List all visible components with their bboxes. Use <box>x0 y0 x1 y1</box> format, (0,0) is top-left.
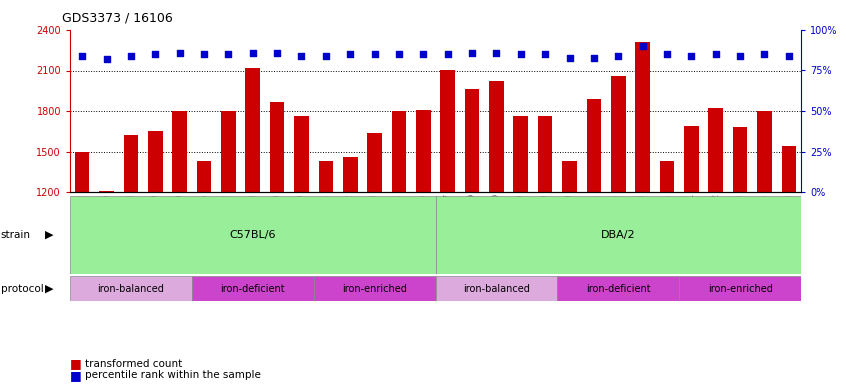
Text: ■: ■ <box>70 357 82 370</box>
Bar <box>75 152 90 192</box>
Point <box>709 51 722 57</box>
Bar <box>679 276 801 301</box>
Point <box>684 53 698 59</box>
Point <box>197 51 211 57</box>
Bar <box>416 110 431 192</box>
Point <box>173 50 186 56</box>
Point <box>612 53 625 59</box>
Point <box>538 51 552 57</box>
Bar <box>586 99 602 192</box>
Text: protocol: protocol <box>1 283 44 293</box>
Point <box>246 50 260 56</box>
Bar <box>558 276 679 301</box>
Point <box>636 43 650 49</box>
Text: C57BL/6: C57BL/6 <box>229 230 276 240</box>
Text: DBA/2: DBA/2 <box>601 230 635 240</box>
Bar <box>367 132 382 192</box>
Bar <box>733 127 747 192</box>
Text: iron-enriched: iron-enriched <box>707 283 772 293</box>
Text: strain: strain <box>1 230 30 240</box>
Point <box>271 50 284 56</box>
Point <box>563 55 576 61</box>
Point <box>514 51 528 57</box>
Bar <box>611 76 625 192</box>
Point <box>149 51 162 57</box>
Bar <box>192 276 314 301</box>
Point <box>343 51 357 57</box>
Bar <box>343 157 358 192</box>
Bar <box>221 111 236 192</box>
Bar <box>660 161 674 192</box>
Text: iron-deficient: iron-deficient <box>221 283 285 293</box>
Bar <box>319 161 333 192</box>
Text: iron-enriched: iron-enriched <box>342 283 407 293</box>
Point <box>75 53 89 59</box>
Point <box>416 51 430 57</box>
Point <box>393 51 406 57</box>
Point <box>782 53 795 59</box>
Bar <box>436 276 558 301</box>
Bar <box>538 116 552 192</box>
Bar <box>314 276 436 301</box>
Point <box>733 53 747 59</box>
Bar <box>563 161 577 192</box>
Point <box>660 51 673 57</box>
Bar <box>124 135 138 192</box>
Text: iron-balanced: iron-balanced <box>97 283 164 293</box>
Bar <box>173 111 187 192</box>
Point <box>758 51 772 57</box>
Bar <box>514 116 528 192</box>
Text: iron-balanced: iron-balanced <box>463 283 530 293</box>
Bar <box>684 126 699 192</box>
Point <box>490 50 503 56</box>
Text: ▶: ▶ <box>45 283 53 293</box>
Text: percentile rank within the sample: percentile rank within the sample <box>85 370 261 380</box>
Point <box>319 53 332 59</box>
Point <box>124 53 138 59</box>
Text: ■: ■ <box>70 369 82 382</box>
Bar <box>270 101 284 192</box>
Bar <box>392 111 406 192</box>
Bar <box>99 190 114 192</box>
Bar <box>635 42 650 192</box>
Bar <box>245 68 260 192</box>
Point <box>587 55 601 61</box>
Bar <box>464 89 480 192</box>
Bar <box>782 146 796 192</box>
Point <box>222 51 235 57</box>
Text: iron-deficient: iron-deficient <box>586 283 651 293</box>
Point <box>294 53 308 59</box>
Point <box>465 50 479 56</box>
Bar <box>436 196 801 274</box>
Bar <box>489 81 503 192</box>
Bar <box>757 111 772 192</box>
Text: GDS3373 / 16106: GDS3373 / 16106 <box>62 11 173 24</box>
Text: ▶: ▶ <box>45 230 53 240</box>
Bar <box>441 71 455 192</box>
Text: transformed count: transformed count <box>85 359 183 369</box>
Bar <box>294 116 309 192</box>
Point <box>368 51 382 57</box>
Point <box>441 51 454 57</box>
Bar <box>708 108 723 192</box>
Bar <box>148 131 162 192</box>
Bar <box>70 276 192 301</box>
Bar <box>70 196 436 274</box>
Bar <box>197 161 212 192</box>
Point <box>100 56 113 62</box>
